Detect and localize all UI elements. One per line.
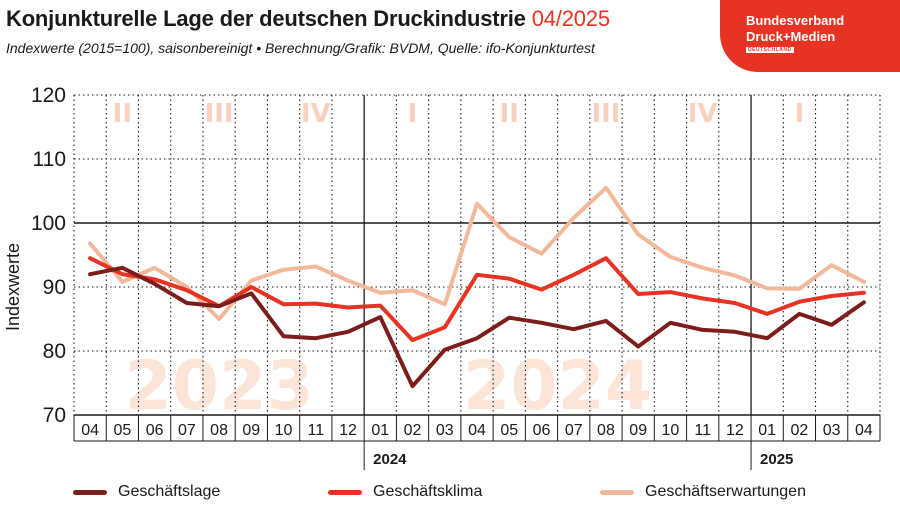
year-watermark: 2024 (463, 347, 652, 426)
x-tick-label: 05 (113, 422, 131, 439)
x-tick-label: 02 (791, 422, 809, 439)
x-tick-label: 03 (436, 422, 454, 439)
year-label: 2025 (760, 451, 793, 468)
quarter-label: I (795, 99, 805, 129)
x-tick-label: 10 (275, 422, 293, 439)
x-tick-label: 02 (404, 422, 422, 439)
x-tick-label: 09 (629, 422, 647, 439)
y-tick-label: 100 (31, 212, 66, 235)
bvdm-logo: Bundesverband Druck+Medien DEUTSCHLAND (720, 0, 900, 72)
legend-label: Geschäftslage (118, 483, 221, 500)
y-axis-label: Indexwerte (3, 243, 23, 331)
x-tick-label: 01 (758, 422, 776, 439)
series-line-geschäftserwartungen (88, 185, 866, 321)
chart-title-text: Konjunkturelle Lage der deutschen Drucki… (6, 6, 526, 31)
legend-swatch (600, 489, 634, 495)
x-tick-label: 04 (81, 422, 99, 439)
quarter-label: IV (301, 99, 331, 129)
chart-title-date: 04/2025 (531, 6, 610, 31)
legend-item: Geschäftserwartungen (600, 483, 806, 501)
legend-swatch (328, 489, 362, 495)
logo-line-1: Bundesverband (746, 13, 845, 28)
legend-swatch (73, 489, 107, 495)
y-tick-label: 120 (31, 84, 66, 107)
quarter-label: I (408, 99, 418, 129)
logo-line-3: DEUTSCHLAND (746, 47, 794, 53)
year-watermark: 2023 (124, 347, 313, 426)
legend-label: Geschäftserwartungen (645, 483, 806, 500)
quarter-label: III (591, 99, 620, 129)
x-tick-label: 12 (339, 422, 357, 439)
y-tick-label: 90 (43, 276, 66, 299)
y-tick-label: 110 (33, 148, 66, 171)
x-tick-label: 09 (242, 422, 260, 439)
quarter-label: IV (688, 99, 718, 129)
chart-subtitle: Indexwerte (2015=100), saisonbereinigt •… (6, 40, 595, 56)
quarter-label: III (205, 99, 234, 129)
x-tick-label: 06 (533, 422, 551, 439)
chart-legend: Geschäftslage Geschäftsklima Geschäftserwa… (0, 483, 900, 507)
logo-line-2: Druck+Medien (746, 29, 836, 44)
legend-label: Geschäftsklima (373, 483, 483, 500)
quarter-label: II (113, 99, 132, 129)
x-tick-label: 10 (662, 422, 680, 439)
x-tick-label: 11 (307, 422, 324, 439)
x-tick-label: 03 (823, 422, 841, 439)
legend-item: Geschäftsklima (328, 483, 482, 501)
quarter-label: II (500, 99, 519, 129)
x-tick-label: 04 (855, 422, 873, 439)
series-line-geschäftslage (88, 265, 866, 389)
x-tick-label: 12 (726, 422, 744, 439)
y-tick-label: 70 (43, 404, 66, 427)
x-tick-label: 07 (565, 422, 583, 439)
y-tick-label: 80 (43, 340, 66, 363)
x-tick-label: 08 (597, 422, 615, 439)
x-tick-label: 05 (500, 422, 518, 439)
year-label: 2024 (373, 451, 407, 468)
x-tick-label: 04 (468, 422, 486, 439)
x-tick-label: 01 (371, 422, 389, 439)
chart-title: Konjunkturelle Lage der deutschen Drucki… (6, 6, 610, 32)
x-tick-label: 08 (210, 422, 228, 439)
x-tick-label: 07 (178, 422, 196, 439)
x-tick-label: 11 (694, 422, 711, 439)
x-tick-label: 06 (146, 422, 164, 439)
legend-item: Geschäftslage (73, 483, 220, 501)
series-line-geschäftsklima (88, 256, 866, 343)
